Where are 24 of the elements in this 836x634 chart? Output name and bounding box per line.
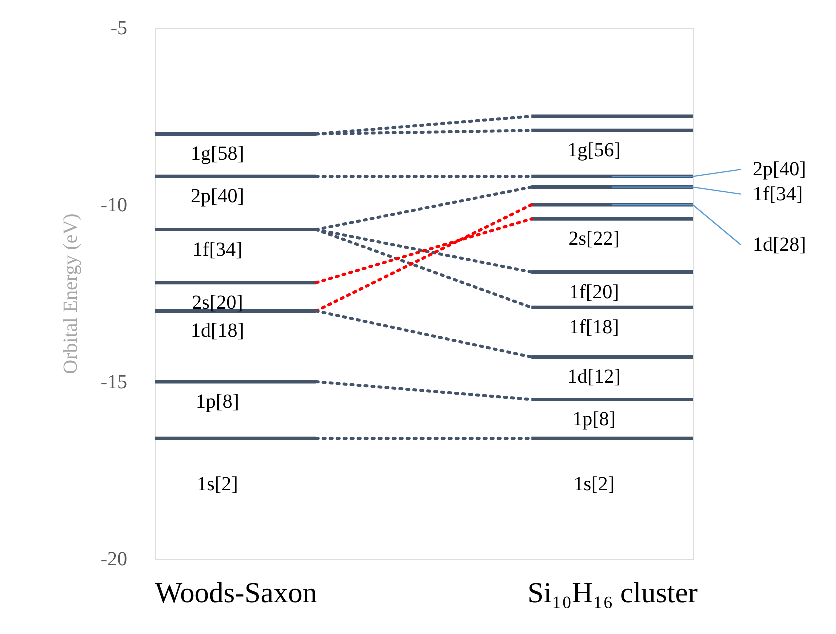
annotation: 1g[58] xyxy=(191,143,244,166)
y-tick-label: -10 xyxy=(100,194,128,216)
annotation: 1p[8] xyxy=(196,391,240,413)
annotation: 1f[18] xyxy=(569,316,620,339)
annotation: 2p[40] xyxy=(753,158,806,181)
y-tick-label: -20 xyxy=(100,548,128,570)
annotation: 2s[20] xyxy=(192,292,244,314)
annotation: 1f[34] xyxy=(753,183,803,206)
annotation: 1d[12] xyxy=(568,366,621,388)
annotation: 1d[28] xyxy=(753,234,806,256)
annotation: 2s[22] xyxy=(568,228,620,250)
annotation: 1s[2] xyxy=(197,474,238,496)
annotation: 1p[8] xyxy=(572,408,616,431)
x-tick-label: Woods-Saxon xyxy=(155,578,318,610)
x-tick-label: Si₁₀H₁₆ cluster xyxy=(528,578,698,610)
y-tick-label: -15 xyxy=(100,372,128,394)
y-axis-title: Orbital Energy (eV) xyxy=(60,214,82,374)
y-tick-label: -5 xyxy=(110,18,128,40)
annotation: 1g[56] xyxy=(568,140,621,162)
annotation: 1d[18] xyxy=(191,320,244,342)
annotation: 1f[34] xyxy=(192,238,243,261)
annotation: 2p[40] xyxy=(191,186,244,208)
annotation: 1f[20] xyxy=(569,281,620,304)
annotation: 1s[2] xyxy=(574,474,615,496)
